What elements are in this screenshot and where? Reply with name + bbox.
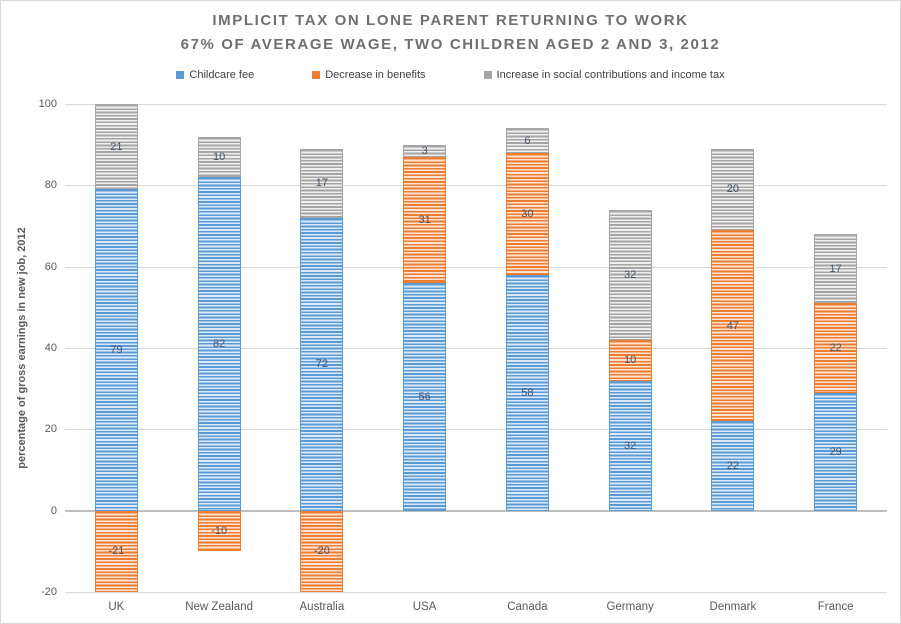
bar-segment: 82 — [197, 177, 241, 511]
x-axis-label: UK — [108, 601, 125, 613]
bar-value-label: 32 — [624, 268, 637, 281]
bar-value-label: 17 — [829, 262, 842, 275]
bar-segment: 31 — [403, 156, 447, 283]
legend-label: Decrease in benefits — [325, 69, 426, 81]
bar-value-label: 20 — [726, 183, 739, 196]
bar-value-label: 56 — [418, 390, 431, 403]
gridline — [65, 592, 887, 593]
bar-segment: 58 — [505, 274, 549, 511]
chart-title-line1: IMPLICIT TAX ON LONE PARENT RETURNING TO… — [212, 12, 689, 29]
bar-value-label: 72 — [315, 358, 328, 371]
x-axis-label: Canada — [507, 601, 548, 613]
legend-label: Increase in social contributions and inc… — [496, 69, 725, 81]
bar-value-label: 79 — [110, 344, 123, 357]
bar-value-label: -21 — [108, 545, 125, 558]
bar-value-label: -10 — [211, 524, 228, 537]
x-axis-label: USA — [412, 601, 437, 613]
bar-value-label: 6 — [524, 134, 531, 147]
bar-value-label: 22 — [726, 459, 739, 472]
x-axis-label: France — [817, 601, 854, 613]
bar-segment: 6 — [505, 128, 549, 153]
bar-segment: 56 — [403, 282, 447, 511]
bar-value-label: 82 — [213, 337, 226, 350]
bar-segment: 22 — [814, 303, 858, 393]
x-axis-label: Germany — [606, 601, 654, 613]
bar-segment: 3 — [403, 144, 447, 157]
bar-value-label: 21 — [110, 140, 123, 153]
bar-segment: 17 — [300, 148, 344, 218]
legend-item-childcare-fee: Childcare fee — [176, 69, 254, 81]
gridline — [65, 429, 887, 431]
gridline — [65, 348, 887, 349]
bar-value-label: 3 — [421, 144, 428, 157]
bar-segment: -10 — [197, 510, 241, 552]
bar-value-label: 58 — [521, 386, 534, 399]
y-tick-label: -20 — [41, 586, 57, 598]
legend: Childcare fee Decrease in benefits Incre… — [1, 69, 900, 81]
bar-value-label: 22 — [829, 341, 842, 354]
bar-value-label: 30 — [521, 207, 534, 220]
bar-value-label: 47 — [726, 319, 739, 332]
bar-segment: 47 — [711, 230, 755, 422]
gridline — [65, 266, 887, 268]
bar-segment: 32 — [608, 209, 652, 340]
bar-segment: 20 — [711, 148, 755, 231]
bar-segment: 79 — [94, 189, 138, 511]
x-axis-label: Denmark — [709, 601, 757, 613]
legend-swatch-childcare-fee-icon — [176, 71, 185, 79]
y-tick-label: 20 — [44, 423, 57, 436]
bar-segment: 32 — [608, 380, 652, 511]
gridline — [65, 104, 887, 105]
y-tick-label: 40 — [44, 342, 57, 354]
bar-segment: 10 — [608, 339, 652, 381]
legend-swatch-increase-social-contributions-icon — [483, 71, 492, 79]
bar-value-label: 31 — [418, 213, 431, 226]
gridline — [65, 185, 887, 187]
legend-item-decrease-in-benefits: Decrease in benefits — [312, 69, 426, 81]
bar-value-label: 29 — [829, 445, 842, 458]
bar-segment: 10 — [197, 136, 241, 178]
zero-axis-line — [65, 509, 887, 512]
bar-value-label: 32 — [624, 439, 637, 452]
bar-segment: 22 — [711, 421, 755, 511]
legend-item-increase-in-social-contributions: Increase in social contributions and inc… — [483, 69, 725, 81]
x-axis-label: Australia — [299, 601, 345, 613]
chart-title-line2: 67% OF AVERAGE WAGE, TWO CHILDREN AGED 2… — [180, 36, 721, 53]
bar-value-label: 10 — [624, 354, 637, 367]
bar-segment: -20 — [300, 510, 344, 592]
y-tick-label: 0 — [50, 504, 57, 517]
bar-value-label: -20 — [313, 545, 330, 558]
bar-segment: 29 — [814, 392, 858, 511]
y-tick-label: 100 — [38, 98, 57, 110]
legend-label: Childcare fee — [189, 69, 255, 81]
bar-segment: 17 — [814, 234, 858, 304]
bar-value-label: 10 — [213, 150, 226, 163]
legend-swatch-decrease-in-benefits-icon — [312, 71, 321, 79]
bar-segment: 21 — [94, 104, 138, 190]
bar-value-label: 17 — [315, 177, 328, 190]
bar-segment: -21 — [94, 510, 138, 592]
x-axis-label: New Zealand — [185, 601, 253, 613]
bar-segment: 72 — [300, 217, 344, 511]
y-tick-label: 60 — [44, 260, 57, 273]
y-tick-label: 80 — [44, 179, 57, 192]
bar-segment: 30 — [505, 152, 549, 275]
